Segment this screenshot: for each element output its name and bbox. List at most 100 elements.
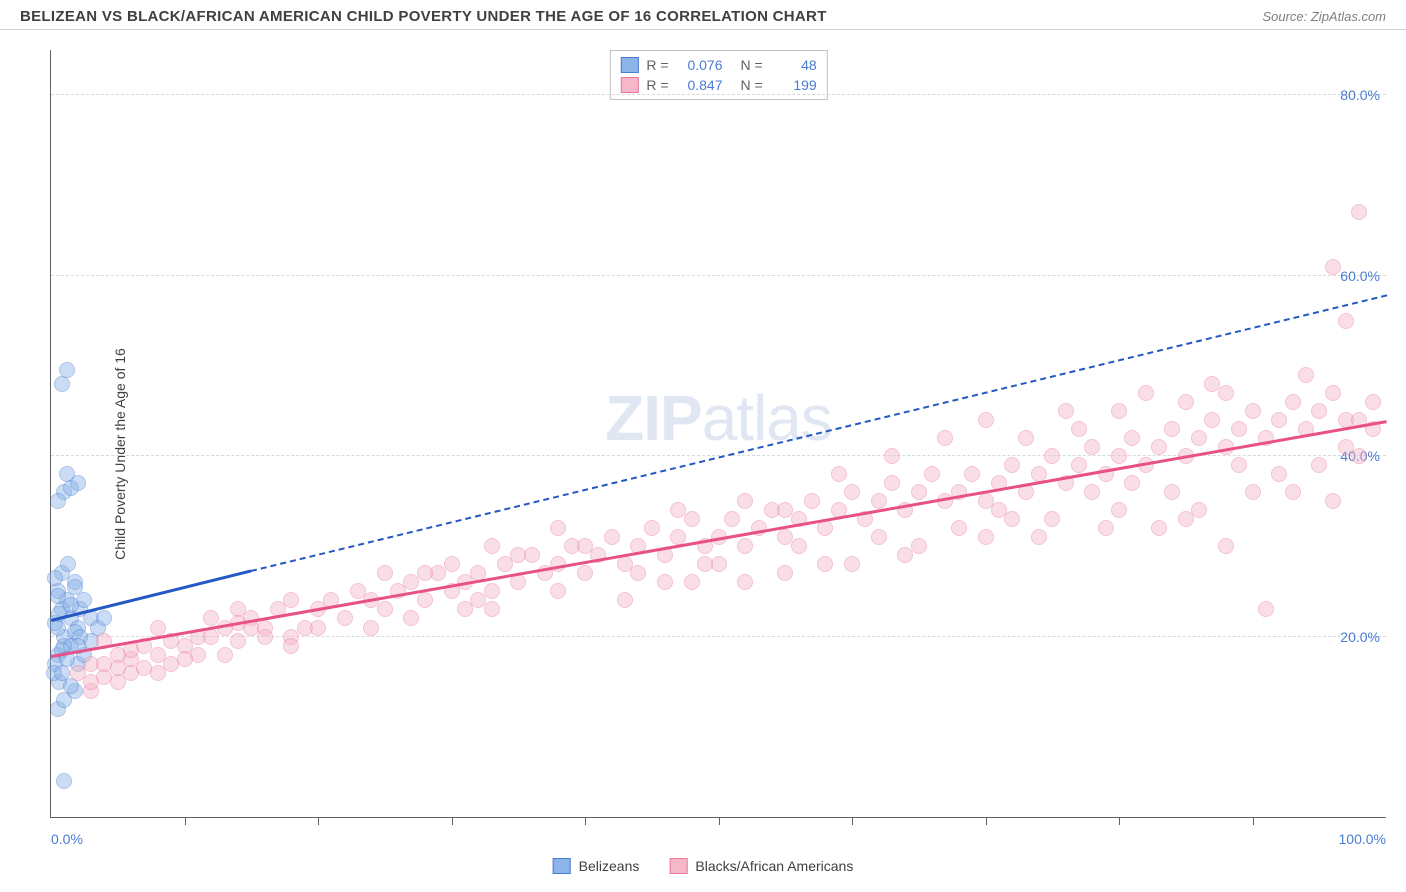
scatter-point (737, 574, 753, 590)
scatter-point (1245, 403, 1261, 419)
chart-source: Source: ZipAtlas.com (1262, 9, 1386, 24)
scatter-point (817, 520, 833, 536)
scatter-point (1084, 484, 1100, 500)
scatter-point (911, 538, 927, 554)
scatter-point (831, 466, 847, 482)
scatter-point (1351, 448, 1367, 464)
scatter-point (1218, 538, 1234, 554)
scatter-point (1365, 394, 1381, 410)
scatter-point (1311, 457, 1327, 473)
chart-container: Child Poverty Under the Age of 16 ZIPatl… (0, 30, 1406, 878)
plot-area: ZIPatlas R =0.076N =48R =0.847N =199 20.… (50, 50, 1386, 818)
scatter-point (217, 647, 233, 663)
scatter-point (310, 620, 326, 636)
scatter-point (1191, 430, 1207, 446)
scatter-point (737, 493, 753, 509)
legend-label: Blacks/African Americans (695, 858, 853, 874)
legend-label: Belizeans (579, 858, 640, 874)
scatter-point (777, 502, 793, 518)
scatter-point (1271, 412, 1287, 428)
scatter-point (1325, 493, 1341, 509)
x-tick (585, 817, 586, 825)
scatter-point (1325, 385, 1341, 401)
scatter-point (604, 529, 620, 545)
scatter-point (1071, 457, 1087, 473)
x-tick (719, 817, 720, 825)
scatter-point (510, 574, 526, 590)
scatter-point (257, 629, 273, 645)
scatter-point (951, 520, 967, 536)
scatter-point (1311, 403, 1327, 419)
scatter-point (724, 511, 740, 527)
scatter-point (377, 565, 393, 581)
scatter-point (1258, 601, 1274, 617)
scatter-point (871, 493, 887, 509)
scatter-point (550, 583, 566, 599)
n-value: 48 (771, 57, 817, 73)
scatter-point (737, 538, 753, 554)
stats-swatch (620, 57, 638, 73)
x-tick (318, 817, 319, 825)
scatter-point (510, 547, 526, 563)
r-label: R = (646, 57, 668, 73)
scatter-point (377, 601, 393, 617)
x-tick (986, 817, 987, 825)
scatter-point (817, 556, 833, 572)
x-tick (1119, 817, 1120, 825)
y-tick-label: 20.0% (1340, 629, 1380, 645)
stats-swatch (620, 77, 638, 93)
scatter-point (417, 592, 433, 608)
scatter-point (978, 412, 994, 428)
chart-title: BELIZEAN VS BLACK/AFRICAN AMERICAN CHILD… (20, 8, 827, 25)
scatter-point (203, 610, 219, 626)
scatter-point (577, 538, 593, 554)
scatter-point (59, 466, 75, 482)
scatter-point (1218, 385, 1234, 401)
x-tick (852, 817, 853, 825)
scatter-point (1151, 439, 1167, 455)
scatter-point (1245, 484, 1261, 500)
scatter-point (1285, 394, 1301, 410)
gridline (51, 636, 1386, 637)
watermark: ZIPatlas (605, 381, 832, 455)
scatter-point (1351, 204, 1367, 220)
scatter-point (684, 511, 700, 527)
scatter-point (484, 601, 500, 617)
scatter-point (804, 493, 820, 509)
r-label: R = (646, 77, 668, 93)
scatter-point (630, 565, 646, 581)
scatter-point (670, 502, 686, 518)
legend-item: Blacks/African Americans (669, 858, 853, 874)
scatter-point (871, 529, 887, 545)
scatter-point (50, 493, 66, 509)
gridline (51, 94, 1386, 95)
scatter-point (1098, 520, 1114, 536)
scatter-point (67, 579, 83, 595)
stats-row: R =0.076N =48 (620, 55, 816, 75)
scatter-point (484, 538, 500, 554)
scatter-point (337, 610, 353, 626)
scatter-point (444, 556, 460, 572)
scatter-point (1231, 457, 1247, 473)
scatter-point (417, 565, 433, 581)
scatter-point (884, 475, 900, 491)
scatter-point (911, 484, 927, 500)
scatter-point (1044, 511, 1060, 527)
scatter-point (96, 610, 112, 626)
scatter-point (484, 583, 500, 599)
scatter-point (150, 620, 166, 636)
scatter-point (937, 430, 953, 446)
scatter-point (991, 502, 1007, 518)
y-tick-label: 60.0% (1340, 268, 1380, 284)
legend-item: Belizeans (553, 858, 640, 874)
scatter-point (1298, 367, 1314, 383)
scatter-point (59, 362, 75, 378)
scatter-point (1164, 484, 1180, 500)
n-value: 199 (771, 77, 817, 93)
scatter-point (684, 574, 700, 590)
scatter-point (56, 773, 72, 789)
legend-swatch (553, 858, 571, 874)
scatter-point (1044, 448, 1060, 464)
x-tick-label: 0.0% (51, 831, 83, 847)
scatter-point (1178, 394, 1194, 410)
